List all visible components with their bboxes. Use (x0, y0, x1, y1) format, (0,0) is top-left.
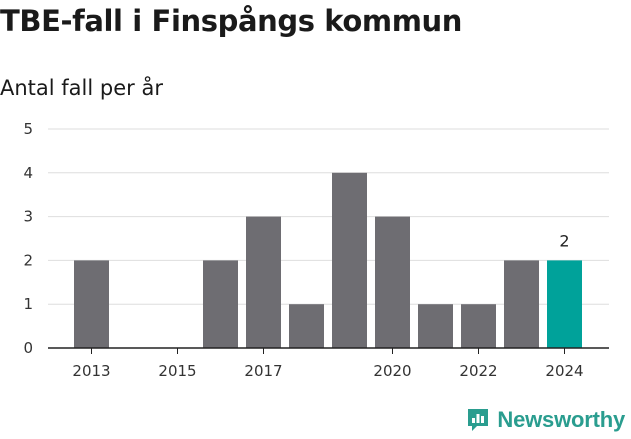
y-tick-label: 1 (23, 295, 33, 313)
bar-chart: 0 1 2 3 4 5 2013 2015 2017 2020 2022 2024 2 (23, 120, 609, 380)
bar-2017 (246, 216, 281, 348)
bar-2021 (418, 304, 453, 348)
bar-2013 (74, 260, 109, 348)
bar-2020 (375, 216, 410, 348)
bar-2016 (203, 260, 238, 348)
chart-subtitle: Antal fall per år (0, 76, 163, 100)
y-tick-label: 3 (23, 208, 33, 226)
y-tick-label: 4 (23, 164, 33, 182)
x-tick-label: 2013 (72, 362, 110, 380)
y-tick-label: 5 (23, 120, 33, 138)
bar-2023 (504, 260, 539, 348)
chart-title: TBE-fall i Finspångs kommun (0, 4, 463, 38)
x-tick-label: 2022 (459, 362, 497, 380)
bar-2019 (332, 172, 367, 348)
newsworthy-logo-icon (468, 409, 489, 431)
data-label: 2 (559, 231, 569, 250)
bar-2022 (461, 304, 496, 348)
brand-logo: Newsworthy (466, 407, 625, 433)
y-tick-label: 0 (23, 339, 33, 357)
x-tick-label: 2020 (373, 362, 411, 380)
bar-2018 (289, 304, 324, 348)
bar-2024 (547, 260, 582, 348)
x-tick-label: 2024 (545, 362, 583, 380)
y-tick-label: 2 (23, 251, 33, 269)
x-tick-label: 2017 (244, 362, 282, 380)
brand-name: Newsworthy (497, 407, 625, 432)
x-tick-label: 2015 (158, 362, 196, 380)
